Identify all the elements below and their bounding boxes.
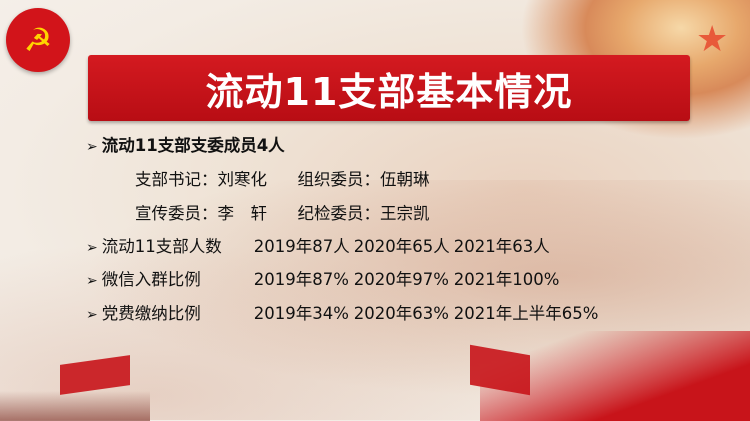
bullet-dues-ratio: ➢ 党费缴纳比例 2019年34% 2020年63% 2021年上半年65%	[86, 300, 598, 324]
member-name: 李 轩	[217, 204, 268, 223]
member-role: 纪检委员：	[297, 204, 381, 223]
arrowhead-bullet-icon: ➢	[86, 139, 98, 155]
value: 2021年100%	[453, 270, 560, 289]
bullet-label: 流动11支部支委成员4人	[101, 136, 285, 155]
members-row-1: 支部书记：刘寒化 组织委员：伍朝琳	[135, 166, 430, 190]
value: 2021年上半年65%	[453, 304, 599, 323]
bullet-member-count: ➢ 流动11支部人数 2019年87人 2020年65人 2021年63人	[86, 233, 550, 257]
members-row-2: 宣传委员：李 轩 纪检委员：王宗凯	[135, 200, 430, 224]
star-icon: ★	[696, 19, 729, 60]
page-title: 流动11支部基本情况	[205, 69, 573, 114]
member-role: 组织委员：	[297, 170, 381, 189]
member-name: 刘寒化	[217, 170, 268, 189]
value: 2019年34%	[253, 304, 349, 323]
value: 2019年87人	[253, 237, 350, 256]
value: 2020年63%	[353, 304, 449, 323]
value: 2020年65人	[353, 237, 450, 256]
bullet-label: 党费缴纳比例	[101, 304, 201, 323]
member-role: 宣传委员：	[135, 204, 218, 223]
bullet-members: ➢ 流动11支部支委成员4人	[86, 132, 285, 156]
title-banner: 流动11支部基本情况	[88, 55, 690, 121]
bullet-wechat-ratio: ➢ 微信入群比例 2019年87% 2020年97% 2021年100%	[86, 266, 559, 290]
member-role: 支部书记：	[135, 170, 218, 189]
bottom-left-decoration	[0, 391, 150, 421]
arrowhead-bullet-icon: ➢	[86, 240, 98, 256]
value: 2020年97%	[353, 270, 449, 289]
bullet-label: 微信入群比例	[101, 270, 201, 289]
arrowhead-bullet-icon: ➢	[86, 273, 98, 289]
value: 2021年63人	[453, 237, 550, 256]
bullet-label: 流动11支部人数	[101, 237, 222, 256]
member-name: 伍朝琳	[380, 170, 430, 189]
member-name: 王宗凯	[380, 204, 430, 223]
value: 2019年87%	[253, 270, 349, 289]
party-emblem-logo: ☭	[6, 8, 70, 72]
arrowhead-bullet-icon: ➢	[86, 307, 98, 323]
